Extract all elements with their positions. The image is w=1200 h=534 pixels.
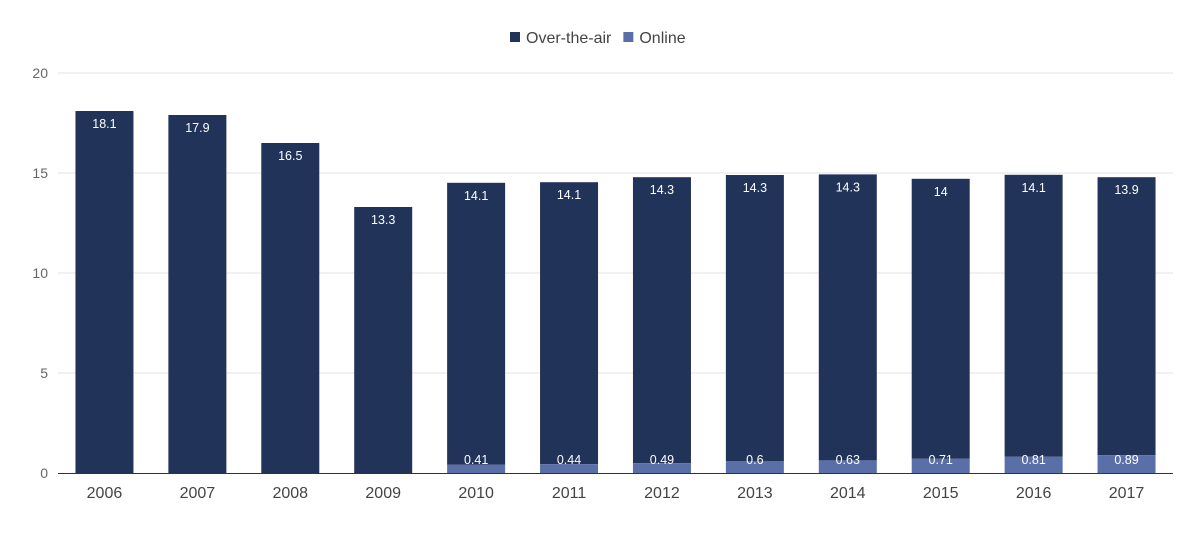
x-tick-label-2009: 2009 xyxy=(365,485,401,502)
bar-over-the-air-2014 xyxy=(818,174,877,461)
x-tick-label-2015: 2015 xyxy=(923,485,959,502)
bar-online-2014 xyxy=(818,460,877,473)
data-label-online-2015: 0.71 xyxy=(929,453,953,467)
legend-label-over-the-air: Over-the-air xyxy=(526,30,612,47)
gridlines xyxy=(58,72,1173,374)
y-axis: 0 5 10 15 20 xyxy=(32,65,48,481)
x-tick-label-2010: 2010 xyxy=(458,485,494,502)
data-label-over-the-air-2014: 14.3 xyxy=(836,180,860,194)
x-tick-label-2016: 2016 xyxy=(1016,485,1052,502)
x-tick-label-2007: 2007 xyxy=(180,485,216,502)
bar-online-2013 xyxy=(725,461,784,473)
bar-over-the-air-2016 xyxy=(1004,174,1063,457)
y-tick-label: 15 xyxy=(32,165,48,181)
y-tick-label: 20 xyxy=(32,65,48,81)
x-tick-label-2012: 2012 xyxy=(644,485,680,502)
data-label-over-the-air-2016: 14.1 xyxy=(1021,181,1045,195)
data-label-online-2017: 0.89 xyxy=(1114,453,1138,467)
data-label-online-2016: 0.81 xyxy=(1021,453,1045,467)
data-label-online-2012: 0.49 xyxy=(650,453,674,467)
x-tick-label-2014: 2014 xyxy=(830,485,866,502)
data-label-over-the-air-2012: 14.3 xyxy=(650,183,674,197)
data-label-online-2010: 0.41 xyxy=(464,453,488,467)
data-label-over-the-air-2008: 16.5 xyxy=(278,149,302,163)
data-label-over-the-air-2007: 17.9 xyxy=(185,121,209,135)
bar-over-the-air-2008 xyxy=(261,143,320,473)
bar-online-2011 xyxy=(540,464,599,473)
bars xyxy=(75,111,1156,473)
y-tick-label: 5 xyxy=(40,365,48,381)
bar-over-the-air-2010 xyxy=(447,182,506,465)
legend: Over-the-air Online xyxy=(510,30,686,47)
data-label-over-the-air-2009: 13.3 xyxy=(371,213,395,227)
bar-labels: 18.1 17.9 16.5 13.3 14.1 0.41 14.1 0.44 14.3 0.49… xyxy=(92,117,1138,467)
x-axis: 2006 2007 2008 2009 2010 2011 2012 2013 2014 2015… xyxy=(58,473,1173,502)
data-label-over-the-air-2010: 14.1 xyxy=(464,189,488,203)
x-tick-label-2008: 2008 xyxy=(272,485,308,502)
y-tick-label: 0 xyxy=(40,465,48,481)
bar-over-the-air-2009 xyxy=(354,207,413,473)
bar-over-the-air-2006 xyxy=(75,111,134,473)
bar-over-the-air-2017 xyxy=(1097,177,1156,456)
x-tick-label-2011: 2011 xyxy=(552,485,587,502)
bar-online-2012 xyxy=(632,463,691,473)
bar-over-the-air-2013 xyxy=(725,175,784,461)
y-tick-label: 10 xyxy=(32,265,48,281)
x-tick-label-2006: 2006 xyxy=(87,485,123,502)
bar-online-2015 xyxy=(911,458,970,473)
bar-over-the-air-2015 xyxy=(911,178,970,459)
data-label-online-2014: 0.63 xyxy=(836,453,860,467)
data-label-online-2013: 0.6 xyxy=(746,453,763,467)
data-label-over-the-air-2013: 14.3 xyxy=(743,181,767,195)
data-label-over-the-air-2006: 18.1 xyxy=(92,117,116,131)
legend-swatch-online xyxy=(623,32,634,42)
bar-over-the-air-2007 xyxy=(168,115,227,473)
legend-swatch-over-the-air xyxy=(510,32,520,42)
bar-online-2016 xyxy=(1004,456,1063,473)
data-label-online-2011: 0.44 xyxy=(557,453,581,467)
bar-over-the-air-2011 xyxy=(540,182,599,465)
legend-label-online: Online xyxy=(639,30,685,47)
data-label-over-the-air-2017: 13.9 xyxy=(1114,183,1138,197)
bar-online-2017 xyxy=(1097,455,1156,473)
x-tick-label-2017: 2017 xyxy=(1109,485,1145,502)
data-label-over-the-air-2011: 14.1 xyxy=(557,188,581,202)
x-tick-label-2013: 2013 xyxy=(737,485,773,502)
bar-over-the-air-2012 xyxy=(632,177,691,464)
data-label-over-the-air-2015: 14 xyxy=(934,185,948,199)
bar-online-2010 xyxy=(447,464,506,473)
